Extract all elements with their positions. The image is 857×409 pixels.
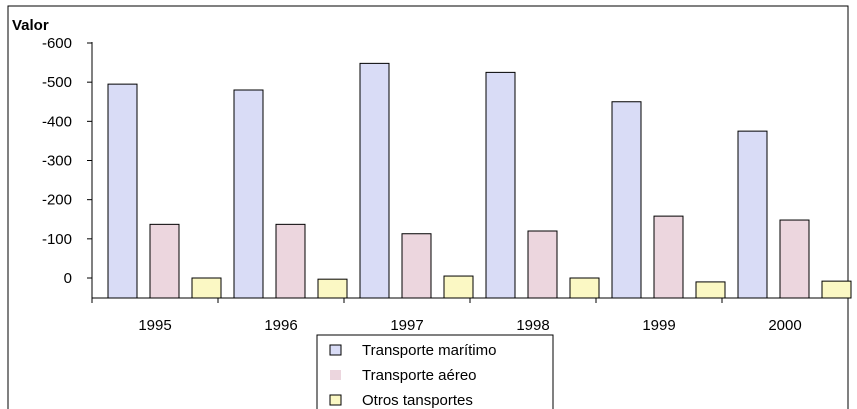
y-tick-label: -600 <box>42 35 72 52</box>
y-tick-label: -500 <box>42 74 72 91</box>
y-tick-label: -300 <box>42 153 72 170</box>
x-tick-label: 1995 <box>138 317 171 334</box>
legend-label: Transporte marítimo <box>362 342 496 359</box>
y-tick-label: -100 <box>42 231 72 248</box>
bar <box>653 215 684 299</box>
bar <box>779 219 810 299</box>
bars <box>107 62 852 299</box>
x-tick-label: 1997 <box>390 317 423 334</box>
legend: Transporte marítimo Transporte aéreo Otros… <box>316 334 554 409</box>
y-axis-label: Valor <box>12 17 49 34</box>
x-tick-label: 1998 <box>516 317 549 334</box>
bar <box>401 233 432 299</box>
y-tick-label: -400 <box>42 113 72 130</box>
x-tick-label: 1999 <box>642 317 675 334</box>
legend-swatch <box>329 344 342 356</box>
bar <box>233 89 264 299</box>
bar <box>527 230 558 299</box>
x-tick-label: 1996 <box>264 317 297 334</box>
legend-label: Transporte aéreo <box>362 367 477 384</box>
y-tick-label: 0 <box>64 270 72 287</box>
bar <box>695 281 726 299</box>
bar <box>821 280 852 299</box>
bar <box>485 71 516 299</box>
bar <box>611 101 642 299</box>
bar <box>275 223 306 299</box>
bar <box>107 83 138 299</box>
y-tick-label: -200 <box>42 192 72 209</box>
bar <box>569 277 600 299</box>
bar <box>317 278 348 299</box>
bar <box>359 62 390 299</box>
chart-frame <box>7 5 849 409</box>
bar <box>443 275 474 299</box>
bar <box>149 223 180 299</box>
bar <box>191 277 222 299</box>
legend-label: Otros tansportes <box>362 392 473 409</box>
bar <box>737 130 768 299</box>
legend-box <box>316 334 554 409</box>
x-axis: 1995 1996 1997 1998 1999 2000 <box>91 297 849 334</box>
y-axis: -600 -500 -400 -300 -200 -100 0 <box>42 35 93 298</box>
legend-swatch <box>330 370 341 380</box>
legend-swatch <box>329 394 342 406</box>
x-tick-label: 2000 <box>768 317 801 334</box>
